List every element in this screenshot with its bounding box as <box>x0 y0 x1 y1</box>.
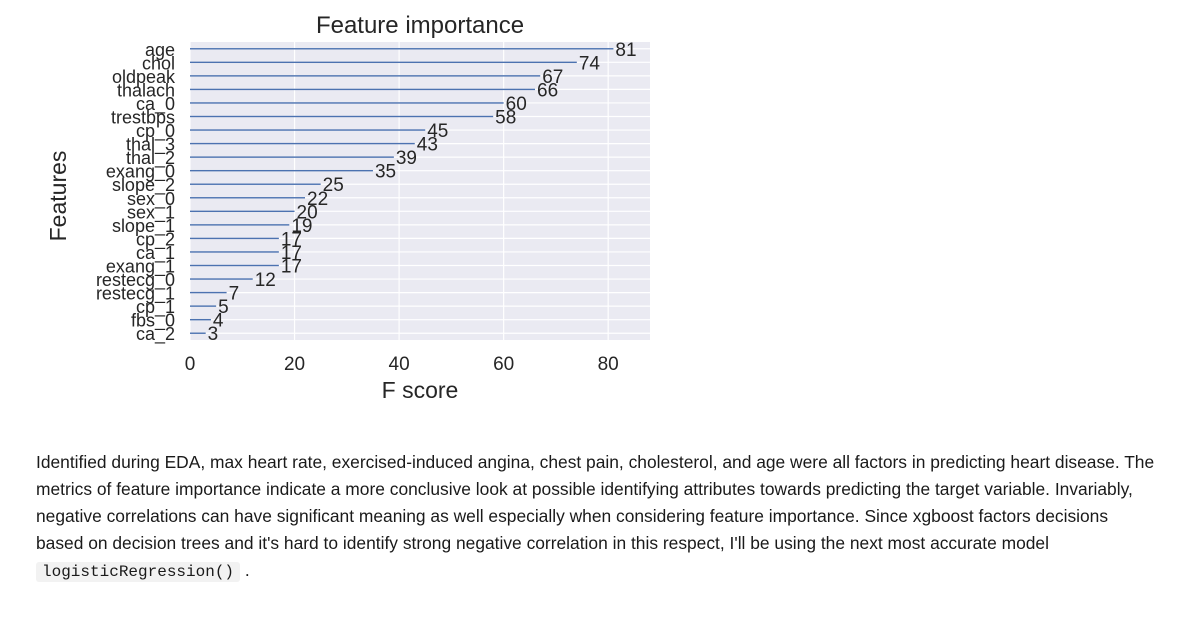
category-label: restecg_0 <box>96 270 175 291</box>
data-label: 39 <box>396 148 417 169</box>
data-label: 58 <box>495 108 516 129</box>
category-label: ca_1 <box>136 243 175 264</box>
bar <box>190 291 227 294</box>
category-label: thal_2 <box>126 148 175 169</box>
description-text: Identified during EDA, max heart rate, e… <box>36 452 1155 553</box>
category-label: slope_2 <box>112 175 175 196</box>
description-end: . <box>244 560 250 580</box>
data-label: 7 <box>229 284 240 305</box>
category-label: fbs_0 <box>131 311 175 332</box>
bar <box>190 183 321 185</box>
bar <box>190 318 211 321</box>
category-label: ca_2 <box>136 324 175 345</box>
data-label: 17 <box>281 243 302 264</box>
bar <box>190 88 535 91</box>
category-label: exang_0 <box>106 162 175 183</box>
category-label: sex_0 <box>127 189 175 210</box>
bar <box>190 278 253 280</box>
category-label: oldpeak <box>112 67 176 87</box>
bar <box>190 264 279 267</box>
bar <box>190 305 217 307</box>
data-label: 3 <box>208 324 219 345</box>
category-label: ca_0 <box>136 94 175 115</box>
bar <box>190 169 373 172</box>
bar <box>190 75 541 77</box>
bar <box>190 224 290 226</box>
bar <box>190 210 295 213</box>
x-tick-label: 60 <box>493 354 514 375</box>
category-label: cp_0 <box>136 121 175 142</box>
data-label: 22 <box>307 189 328 210</box>
data-label: 66 <box>537 80 558 101</box>
category-label: cp_1 <box>136 297 175 318</box>
x-tick-label: 0 <box>185 354 196 375</box>
category-label: thalach <box>117 80 175 100</box>
data-label: 5 <box>218 297 229 318</box>
category-label: age <box>145 40 175 60</box>
category-label: cp_2 <box>136 229 175 250</box>
data-label: 43 <box>417 135 438 156</box>
category-label: sex_1 <box>127 202 175 223</box>
data-label: 19 <box>291 216 312 237</box>
bar <box>190 156 394 158</box>
x-tick-label: 20 <box>284 354 305 375</box>
bar <box>190 115 494 118</box>
x-tick-label: 40 <box>389 354 410 375</box>
x-tick-label: 80 <box>598 354 619 375</box>
data-label: 45 <box>427 121 448 142</box>
data-label: 20 <box>297 202 318 223</box>
description-paragraph: Identified during EDA, max heart rate, e… <box>36 449 1156 586</box>
data-label: 25 <box>323 175 344 196</box>
bars <box>190 48 614 334</box>
category-label: chol <box>142 53 175 73</box>
data-label: 67 <box>542 67 563 88</box>
data-label: 35 <box>375 162 396 183</box>
x-tick-labels: 0 20 40 60 80 <box>185 354 619 375</box>
y-axis-title: Features <box>45 151 71 242</box>
bar <box>190 237 279 240</box>
data-label: 17 <box>281 257 302 278</box>
feature-importance-chart: agechololdpeakthalachca_0trestbpscp_0tha… <box>45 12 650 403</box>
bar <box>190 142 415 145</box>
data-label: 81 <box>615 40 636 61</box>
bar <box>190 102 504 104</box>
category-label: exang_1 <box>106 257 175 278</box>
x-axis-title: F score <box>382 377 459 403</box>
bar <box>190 251 279 253</box>
category-label: slope_1 <box>112 216 175 237</box>
bar <box>190 48 614 50</box>
data-label: 12 <box>255 270 276 291</box>
bar <box>190 61 577 64</box>
data-label: 74 <box>579 53 601 74</box>
category-label: trestbps <box>111 108 175 128</box>
category-labels: agechololdpeakthalachca_0trestbpscp_0tha… <box>96 40 176 345</box>
bar <box>190 332 206 334</box>
category-label: restecg_1 <box>96 284 175 305</box>
category-label: thal_3 <box>126 135 175 156</box>
chart-title: Feature importance <box>316 12 524 39</box>
data-label: 17 <box>281 229 302 250</box>
data-label: 60 <box>506 94 527 115</box>
bar <box>190 129 426 131</box>
bar <box>190 197 305 199</box>
inline-code: logisticRegression() <box>36 562 241 582</box>
data-label: 4 <box>213 311 224 332</box>
plot-background <box>190 42 650 340</box>
